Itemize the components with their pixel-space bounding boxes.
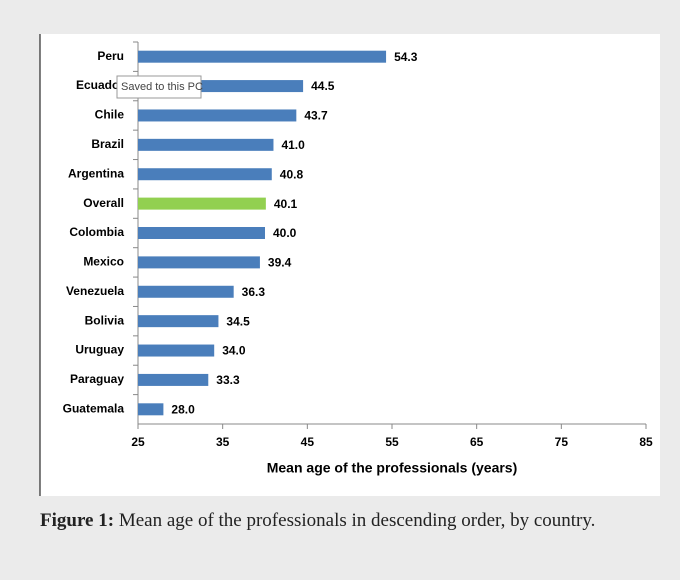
x-tick-label: 85 — [639, 435, 653, 449]
value-label: 40.8 — [280, 167, 304, 181]
y-tick-label: Venezuela — [66, 284, 124, 298]
y-tick-label: Overall — [83, 196, 124, 210]
value-label: 44.5 — [311, 79, 335, 93]
value-label: 36.3 — [242, 285, 266, 299]
x-tick-label: 45 — [301, 435, 315, 449]
value-label: 43.7 — [304, 109, 328, 123]
chart: Mean age of the professionals (years) 25… — [39, 34, 660, 496]
y-tick-label: Argentina — [68, 166, 124, 180]
x-axis-title: Mean age of the professionals (years) — [267, 460, 518, 476]
y-tick-label: Paraguay — [70, 372, 124, 386]
bar — [138, 168, 272, 181]
x-tick-label: 75 — [555, 435, 569, 449]
y-tick-label: Guatemala — [63, 401, 125, 415]
x-tick-label: 55 — [385, 435, 399, 449]
bar — [138, 50, 387, 63]
y-tick-label: Peru — [97, 49, 124, 63]
bar — [138, 403, 164, 416]
value-label: 41.0 — [281, 138, 305, 152]
chart-frame — [40, 34, 660, 496]
y-tick-label: Chile — [95, 108, 125, 122]
bar — [138, 197, 266, 210]
bar — [138, 373, 209, 386]
tooltip: Saved to this PC — [121, 81, 203, 93]
value-label: 39.4 — [268, 256, 292, 270]
y-tick-label: Colombia — [69, 225, 124, 239]
y-tick-label: Mexico — [83, 255, 124, 269]
value-label: 40.1 — [274, 197, 298, 211]
y-tick-label: Brazil — [91, 137, 124, 151]
value-label: 34.5 — [226, 314, 250, 328]
value-label: 40.0 — [273, 226, 297, 240]
x-tick-label: 25 — [131, 435, 145, 449]
x-tick-label: 35 — [216, 435, 230, 449]
bar — [138, 138, 274, 151]
y-tick-label: Bolivia — [85, 313, 125, 327]
bar — [138, 256, 260, 269]
bar — [138, 227, 265, 239]
tooltip-box — [116, 75, 202, 99]
value-label: 34.0 — [222, 344, 246, 358]
x-tick-label: 65 — [470, 435, 484, 449]
caption: Figure 1: Mean age of the professionals … — [40, 506, 660, 536]
y-tick-label: Uruguay — [75, 343, 124, 357]
bar — [138, 109, 297, 122]
bar — [138, 344, 215, 357]
y-tick-label: Ecuador — [76, 78, 124, 92]
caption-label: Figure 1: — [40, 510, 115, 531]
value-label: 28.0 — [171, 402, 195, 416]
caption-text: Mean age of the professionals in descend… — [118, 510, 596, 531]
value-label: 33.3 — [216, 373, 240, 387]
bar — [138, 315, 219, 328]
value-label: 54.3 — [394, 50, 418, 64]
bar — [138, 285, 234, 298]
